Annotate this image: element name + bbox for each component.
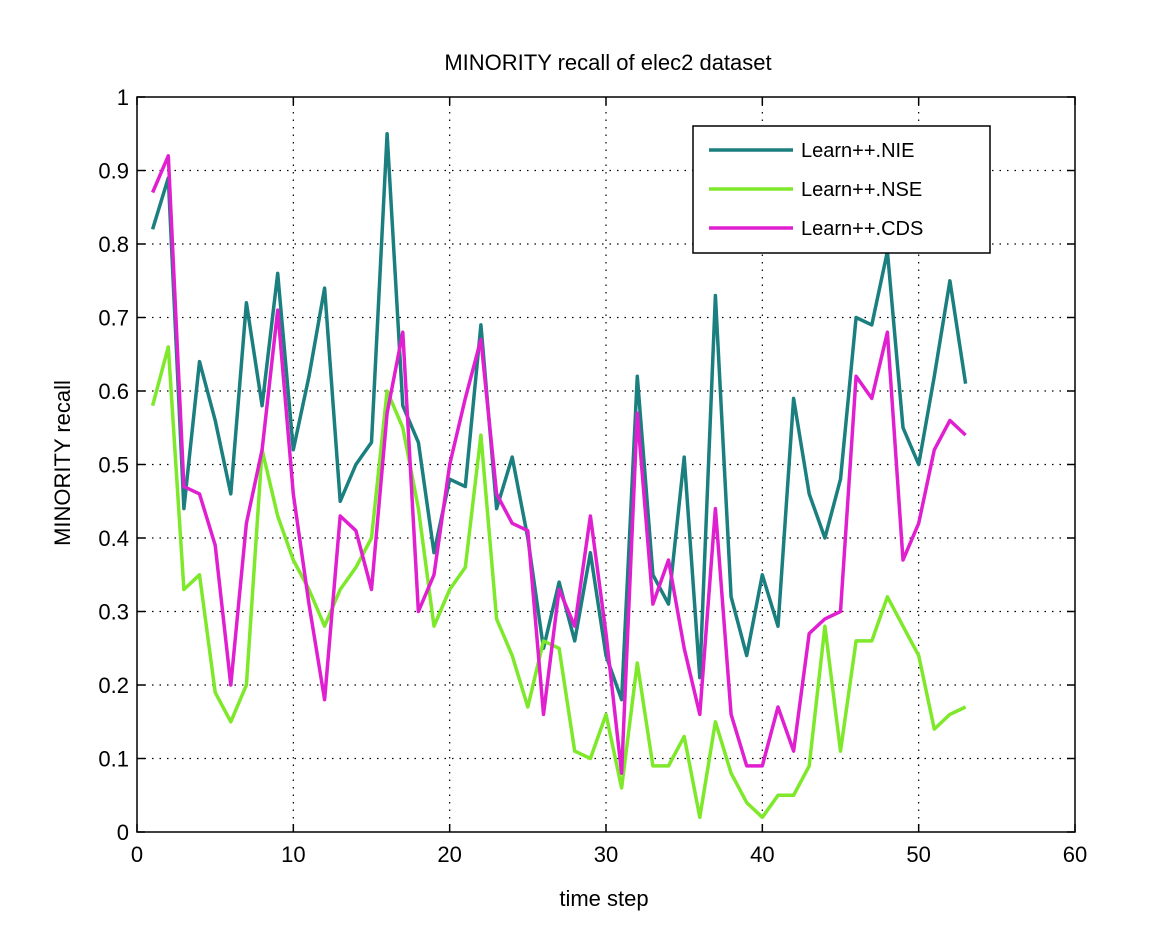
- y-tick-label: 0.2: [98, 673, 129, 698]
- series-line-learn-nie: [150, 132, 968, 702]
- x-axis-title: time step: [559, 886, 648, 911]
- y-tick-label: 1: [117, 85, 129, 110]
- legend-label-learn-nie: Learn++.NIE: [801, 140, 914, 162]
- y-axis-title: MINORITY recall: [50, 380, 75, 546]
- y-tick-label: 0.8: [98, 232, 129, 257]
- x-tick-label: 10: [281, 842, 305, 867]
- legend-label-learn-nse: Learn++.NSE: [801, 179, 922, 201]
- y-tick-label: 0.5: [98, 453, 129, 478]
- y-tick-label: 0: [117, 820, 129, 845]
- x-tick-label: 0: [131, 842, 143, 867]
- ticks: 0 10 20 30 40 50 60 0 0.1 0.2 0.3 0.4 0.5 0.6 0.7 0.8 0.…: [98, 85, 1087, 867]
- x-tick-label: 30: [594, 842, 618, 867]
- x-tick-label: 20: [437, 842, 461, 867]
- y-tick-label: 0.6: [98, 379, 129, 404]
- y-tick-label: 0.9: [98, 159, 129, 184]
- chart-title: MINORITY recall of elec2 dataset: [444, 50, 771, 75]
- y-tick-label: 0.3: [98, 600, 129, 625]
- legend: Learn++.NIE Learn++.NSE Learn++.CDS: [692, 125, 991, 254]
- series-line-learn-cds: [150, 154, 967, 775]
- x-tick-label: 40: [750, 842, 774, 867]
- legend-label-learn-cds: Learn++.CDS: [801, 218, 923, 240]
- y-tick-label: 0.7: [98, 306, 129, 331]
- series-line-learn-nse: [150, 345, 967, 820]
- y-tick-label: 0.4: [98, 526, 129, 551]
- x-tick-label: 60: [1063, 842, 1087, 867]
- y-tick-label: 0.1: [98, 747, 129, 772]
- series-layer: [150, 132, 968, 820]
- x-tick-label: 50: [906, 842, 930, 867]
